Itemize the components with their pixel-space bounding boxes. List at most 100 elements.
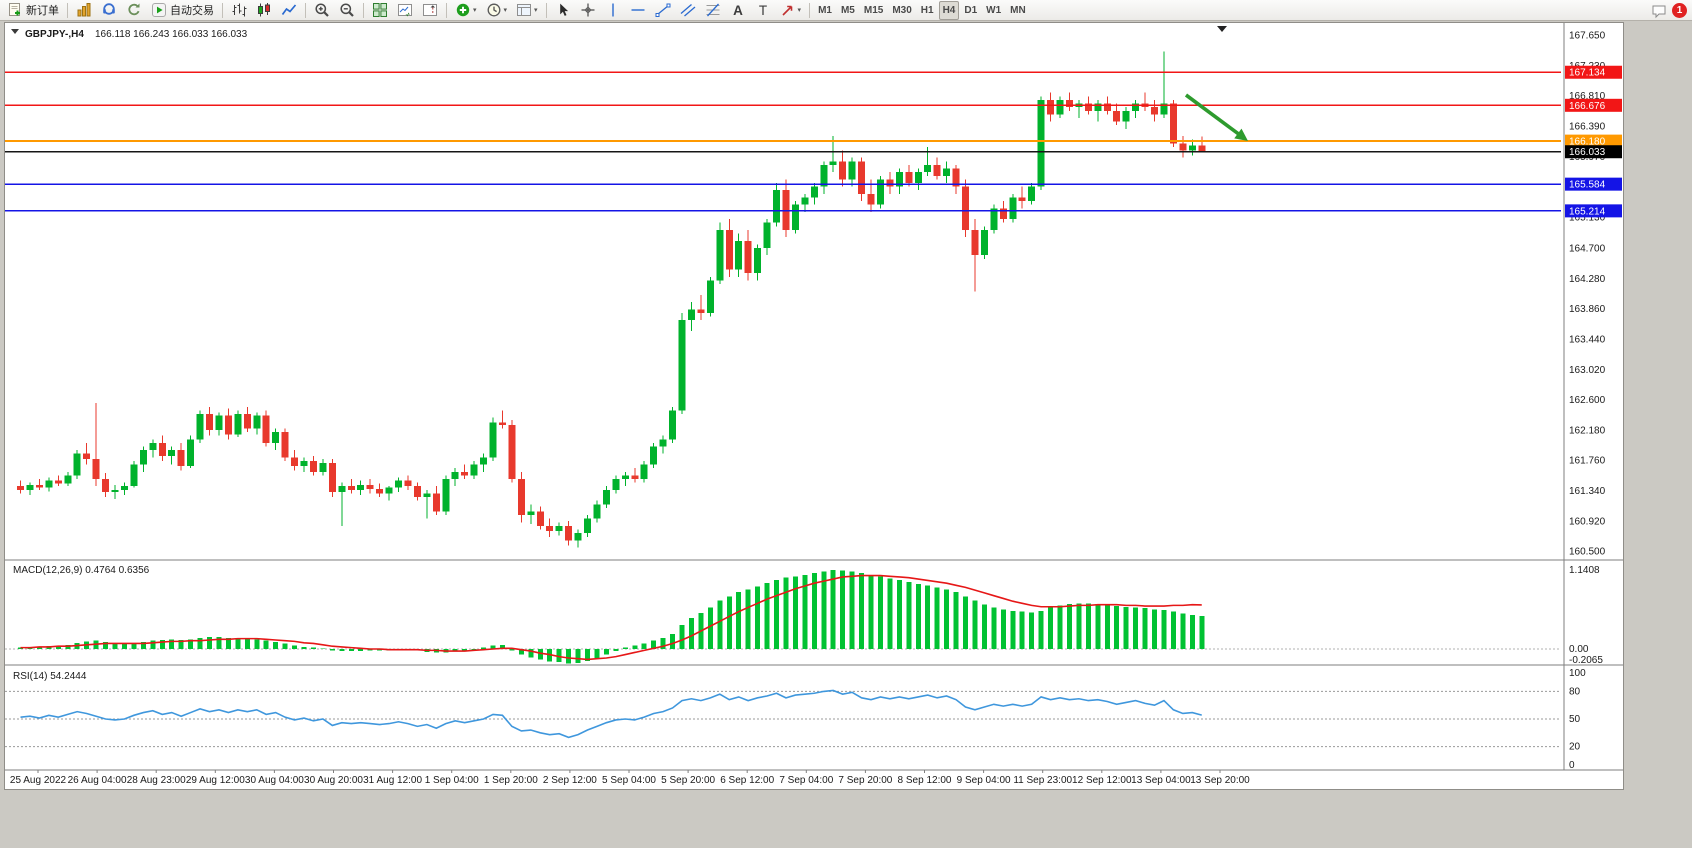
svg-text:164.700: 164.700	[1569, 243, 1606, 254]
tile-windows-button[interactable]	[368, 1, 392, 20]
bar-chart-button[interactable]	[227, 1, 251, 20]
chart-shift-icon	[422, 2, 438, 18]
tf-m30[interactable]: M30	[888, 1, 915, 20]
tf-h4-label: H4	[942, 4, 956, 16]
data-window-button[interactable]	[97, 1, 121, 20]
price-level-badge	[1565, 134, 1622, 148]
data-window-icon	[101, 2, 117, 18]
tf-m1[interactable]: M1	[814, 1, 836, 20]
price-level-badge	[1565, 65, 1622, 79]
chart-shift-button[interactable]	[418, 1, 442, 20]
shapes-button[interactable]: ▾	[776, 1, 806, 20]
svg-text:5 Sep 20:00: 5 Sep 20:00	[661, 775, 715, 786]
fibonacci-button[interactable]	[701, 1, 725, 20]
zoom-out-icon	[339, 2, 355, 18]
vline-icon	[605, 2, 621, 18]
ohlc-values: 166.118 166.243 166.033 166.033	[95, 29, 248, 40]
tf-h4[interactable]: H4	[938, 0, 960, 20]
tf-d1[interactable]: D1	[960, 1, 981, 20]
svg-text:30 Aug 04:00: 30 Aug 04:00	[245, 775, 304, 786]
svg-text:8 Sep 12:00: 8 Sep 12:00	[898, 775, 952, 786]
tf-w1-label: W1	[986, 4, 1002, 16]
zoom-out-button[interactable]	[335, 1, 359, 20]
trend-arrow[interactable]	[1184, 93, 1243, 138]
svg-text:80: 80	[1569, 686, 1581, 697]
chat-icon[interactable]	[1651, 3, 1667, 19]
svg-text:13 Sep 04:00: 13 Sep 04:00	[1131, 775, 1191, 786]
zoom-in-button[interactable]	[310, 1, 334, 20]
tf-m15[interactable]: M15	[860, 1, 887, 20]
hline-icon	[630, 2, 646, 18]
market-watch-button[interactable]	[72, 1, 96, 20]
svg-text:0: 0	[1569, 760, 1575, 771]
bid-price-badge	[1565, 145, 1622, 159]
svg-text:12 Sep 12:00: 12 Sep 12:00	[1072, 775, 1132, 786]
crosshair-button[interactable]	[576, 1, 600, 20]
indicators-button[interactable]: ▾	[451, 1, 481, 20]
vertical-line-button[interactable]	[601, 1, 625, 20]
horizontal-line-button[interactable]	[626, 1, 650, 20]
price-level-badge	[1565, 98, 1622, 112]
svg-text:-0.2065: -0.2065	[1569, 655, 1603, 666]
line-chart-button[interactable]	[277, 1, 301, 20]
time-axis[interactable]: 25 Aug 2022 26 Aug 04:00 28 Aug 23:00 29 Au…	[10, 770, 1250, 786]
macd-label: MACD(12,26,9) 0.4764 0.6356	[13, 565, 150, 576]
rsi-panel: RSI(14) 54.2444 100 80 50 20 0	[5, 668, 1586, 771]
price-level-badge	[1565, 204, 1622, 218]
channel-button[interactable]	[676, 1, 700, 20]
auto-trading-button-label: 自动交易	[170, 5, 214, 17]
new-order-button[interactable]: 新订单	[3, 1, 63, 20]
text-icon: A	[730, 2, 746, 18]
periods-button[interactable]: ▾	[482, 1, 512, 20]
cursor-button[interactable]	[551, 1, 575, 20]
svg-text:165.214: 165.214	[1569, 206, 1606, 217]
tf-h1[interactable]: H1	[917, 1, 938, 20]
svg-text:166.810: 166.810	[1569, 91, 1606, 102]
candles-icon	[256, 2, 272, 18]
svg-text:162.180: 162.180	[1569, 425, 1606, 436]
bars-icon	[231, 2, 247, 18]
chart-shift-marker[interactable]	[1217, 26, 1227, 32]
toolbar-separator	[363, 2, 364, 18]
one-click-trading-toggle[interactable]	[11, 29, 19, 34]
new-order-icon	[7, 2, 23, 18]
trendline-icon	[655, 2, 671, 18]
tf-m5[interactable]: M5	[837, 1, 859, 20]
shapes-icon	[780, 2, 796, 18]
chart-window[interactable]: GBPJPY-,H4 166.118 166.243 166.033 166.03…	[4, 22, 1624, 790]
dropdown-caret-icon: ▾	[503, 7, 508, 14]
new-order-button-label: 新订单	[26, 5, 59, 17]
navigator-button[interactable]	[122, 1, 146, 20]
notification-badge[interactable]: 1	[1672, 3, 1687, 18]
label-button[interactable]: T	[751, 1, 775, 20]
auto-scroll-button[interactable]	[393, 1, 417, 20]
toolbar-right: 1	[1651, 2, 1687, 19]
svg-text:6 Sep 12:00: 6 Sep 12:00	[720, 775, 774, 786]
tf-mn[interactable]: MN	[1006, 1, 1030, 20]
trendline-button[interactable]	[651, 1, 675, 20]
label-icon: T	[755, 2, 771, 18]
svg-text:163.860: 163.860	[1569, 304, 1606, 315]
svg-text:7 Sep 20:00: 7 Sep 20:00	[838, 775, 892, 786]
trend-arrow-head	[1234, 128, 1248, 141]
svg-text:163.440: 163.440	[1569, 334, 1606, 345]
templates-button[interactable]: ▾	[512, 1, 542, 20]
symbol-title: GBPJPY-,H4	[25, 29, 84, 40]
chart-canvas[interactable]: GBPJPY-,H4 166.118 166.243 166.033 166.03…	[5, 23, 1623, 789]
svg-text:25 Aug 2022: 25 Aug 2022	[10, 775, 67, 786]
svg-text:100: 100	[1569, 668, 1586, 679]
auto-scroll-icon	[397, 2, 413, 18]
macd-panel: MACD(12,26,9) 0.4764 0.6356 1.1408 0.00-0.…	[5, 565, 1603, 666]
macd-signal-line	[20, 574, 1202, 661]
tf-w1[interactable]: W1	[982, 1, 1005, 20]
svg-text:26 Aug 04:00: 26 Aug 04:00	[68, 775, 127, 786]
text-button[interactable]: A	[726, 1, 750, 20]
toolbar: 新订单 自动交易 ▾ ▾ ▾ A T ▾ M1 M5 M15 M30 H1 H4 D1 W1 MN	[0, 0, 1692, 21]
svg-text:166.033: 166.033	[1569, 147, 1606, 158]
svg-text:T: T	[758, 3, 766, 18]
auto-trading-button[interactable]: 自动交易	[147, 1, 218, 20]
candlestick-chart-button[interactable]	[252, 1, 276, 20]
dropdown-caret-icon: ▾	[534, 7, 538, 14]
tf-m5-label: M5	[840, 4, 855, 16]
